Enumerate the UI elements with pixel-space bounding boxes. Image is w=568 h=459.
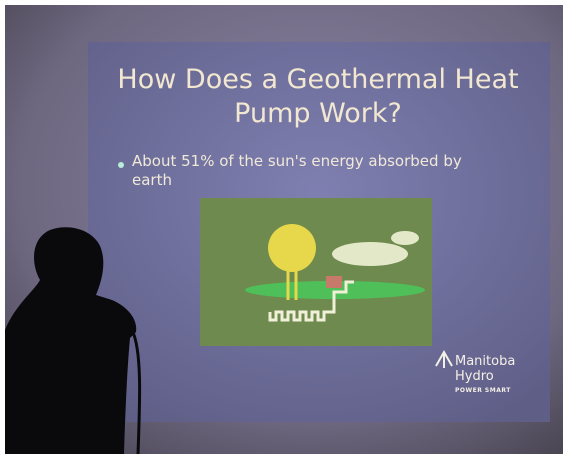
cloud — [332, 242, 408, 266]
logo-line1: Manitoba — [455, 354, 515, 369]
logo-line2: Hydro — [455, 369, 494, 384]
cloud — [391, 231, 419, 245]
diagram — [200, 198, 432, 346]
photo: How Does a Geothermal Heat Pump Work? Ab… — [0, 0, 568, 459]
house — [326, 276, 342, 288]
bullet-dot — [118, 162, 124, 168]
sun — [268, 224, 316, 272]
slide-title-line2: Pump Work? — [234, 98, 402, 129]
page: {"slide": {"title": "How Does a Geotherm… — [0, 0, 568, 459]
bullet-box: About 51% of the sun's energy absorbed b… — [132, 152, 502, 196]
slide-title-line1: How Does a Geothermal Heat — [117, 64, 518, 95]
logo-tagline: POWER SMART — [455, 387, 511, 394]
bullet-text: About 51% of the sun's energy absorbed b… — [132, 152, 502, 190]
